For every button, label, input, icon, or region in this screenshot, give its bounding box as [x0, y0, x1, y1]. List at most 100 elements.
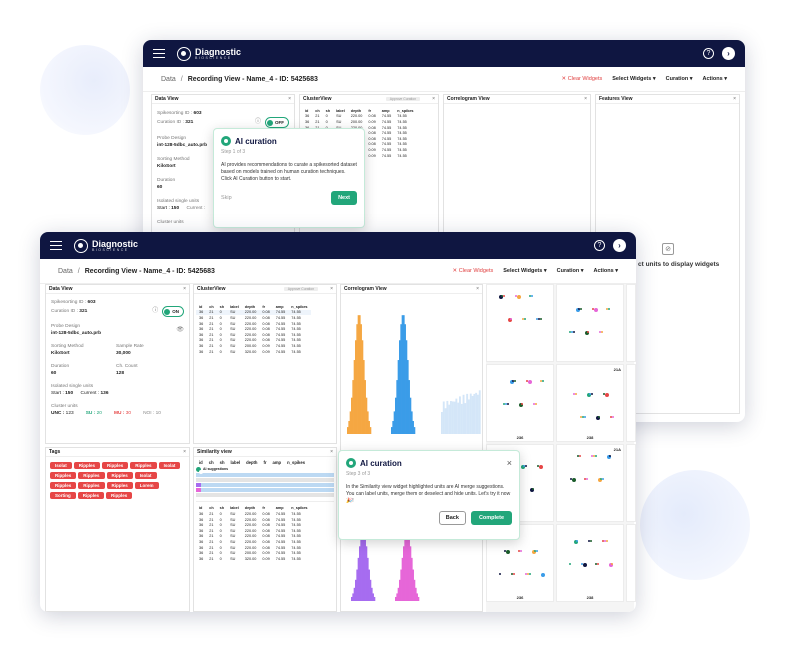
column-header[interactable]: label [230, 460, 241, 466]
close-icon[interactable]: × [476, 286, 479, 292]
back-button[interactable]: Back [438, 511, 466, 525]
column-header[interactable]: amp [275, 506, 284, 511]
hamburger-menu-icon[interactable] [153, 49, 165, 58]
feature-scatter-plot[interactable]: 21A [556, 444, 624, 522]
curation-dropdown[interactable]: Curation ▾ [665, 76, 693, 82]
column-header[interactable]: ch [315, 108, 320, 113]
select-widgets-dropdown[interactable]: Select Widgets ▾ [503, 268, 547, 274]
tag-chip[interactable]: Isolat [158, 462, 181, 469]
column-header[interactable]: n_spikes [291, 304, 308, 309]
tag-chip[interactable]: Ripples [102, 462, 129, 469]
tag-chip[interactable]: Ripples [78, 472, 105, 479]
close-icon[interactable]: × [506, 458, 512, 468]
column-header[interactable]: amp [381, 108, 390, 113]
suggestion-row[interactable] [196, 492, 334, 497]
close-icon[interactable]: × [733, 96, 736, 102]
feature-scatter-plot[interactable] [486, 284, 554, 362]
column-header[interactable]: id [199, 304, 203, 309]
approve-curation-button[interactable]: Approve Curation [385, 97, 421, 101]
close-icon[interactable]: × [288, 96, 291, 102]
column-header[interactable]: id [199, 460, 203, 466]
table-row[interactable]: 36 21 0 SU 320.00 0.09 74.55 74.55 [196, 556, 311, 562]
tag-chip[interactable]: Ripples [106, 472, 133, 479]
suggestion-row[interactable] [196, 487, 334, 492]
column-header[interactable]: depth [244, 506, 256, 511]
column-header[interactable]: amp [272, 460, 282, 466]
feature-scatter-plot[interactable] [626, 364, 636, 442]
info-icon[interactable]: ⓘ [152, 308, 159, 314]
curation-dropdown[interactable]: Curation ▾ [556, 268, 584, 274]
tag-chip[interactable]: Isolat [50, 462, 72, 469]
column-header[interactable]: id [305, 108, 309, 113]
column-header[interactable]: sh [325, 108, 331, 113]
chevron-right-icon[interactable]: › [722, 47, 735, 60]
tag-chip[interactable]: Ripples [78, 482, 105, 489]
column-header[interactable]: fr [368, 108, 372, 113]
suggestion-row[interactable] [196, 482, 334, 487]
column-header[interactable]: fr [262, 304, 266, 309]
column-header[interactable]: depth [246, 460, 258, 466]
hamburger-menu-icon[interactable] [50, 241, 62, 250]
tag-chip[interactable]: Ripples [130, 462, 157, 469]
tag-chip[interactable]: Ripples [77, 492, 105, 499]
breadcrumb-root[interactable]: Data [161, 75, 176, 83]
close-icon[interactable]: × [183, 286, 186, 292]
column-header[interactable]: depth [244, 304, 256, 309]
column-header[interactable]: label [336, 108, 345, 113]
next-button[interactable]: Next [331, 191, 357, 205]
feature-scatter-plot[interactable]: 238 21A [556, 364, 624, 442]
column-header[interactable]: n_spikes [287, 460, 306, 466]
table-row[interactable]: 36 21 0 SU 200.00 0.09 74.55 74.55 [196, 343, 311, 349]
close-icon[interactable]: × [330, 286, 333, 292]
breadcrumb-root[interactable]: Data [58, 267, 73, 275]
ai-curation-toggle[interactable]: ON [162, 306, 184, 317]
feature-scatter-plot[interactable]: 236 [486, 364, 554, 442]
tag-chip[interactable]: Lorem [134, 482, 159, 489]
tag-chip[interactable]: Ripples [106, 492, 133, 499]
close-icon[interactable]: × [584, 96, 587, 102]
actions-dropdown[interactable]: Actions ▾ [702, 76, 727, 82]
feature-scatter-plot[interactable] [556, 284, 624, 362]
clear-widgets-button[interactable]: ✕ Clear Widgets [452, 268, 494, 274]
suggestion-row[interactable] [196, 472, 334, 477]
eye-icon[interactable]: 👁 [176, 327, 184, 333]
column-header[interactable]: sh [219, 506, 225, 511]
feature-scatter-plot[interactable] [626, 444, 636, 522]
help-icon[interactable]: ? [594, 240, 605, 251]
close-icon[interactable]: × [330, 449, 333, 455]
ai-curation-toggle[interactable]: OFF [265, 117, 289, 128]
help-icon[interactable]: ? [703, 48, 714, 59]
close-icon[interactable]: × [183, 449, 186, 455]
column-header[interactable]: id [199, 506, 203, 511]
column-header[interactable]: ch [209, 506, 214, 511]
column-header[interactable]: label [230, 506, 239, 511]
tag-chip[interactable]: Ripples [50, 482, 77, 489]
table-row[interactable]: 36 21 0 SU 200.00 0.09 74.55 74.55 [196, 550, 311, 556]
column-header[interactable]: n_spikes [291, 506, 308, 511]
tag-chip[interactable]: Ripples [106, 482, 133, 489]
feature-scatter-plot[interactable]: 238 [556, 524, 624, 602]
chevron-right-icon[interactable]: › [613, 239, 626, 252]
tag-chip[interactable]: Ripples [73, 462, 101, 469]
table-row[interactable]: 36 21 0 SU 200.00 0.09 74.55 74.55 [302, 119, 417, 125]
skip-button[interactable]: Skip [221, 195, 232, 201]
column-header[interactable]: n_spikes [397, 108, 414, 113]
tag-chip[interactable]: Ripples [50, 472, 77, 479]
feature-scatter-plot[interactable] [626, 284, 636, 362]
table-row[interactable]: 36 21 0 SU 320.00 0.09 74.55 74.55 [196, 349, 311, 355]
info-icon[interactable]: ⓘ [254, 119, 261, 125]
